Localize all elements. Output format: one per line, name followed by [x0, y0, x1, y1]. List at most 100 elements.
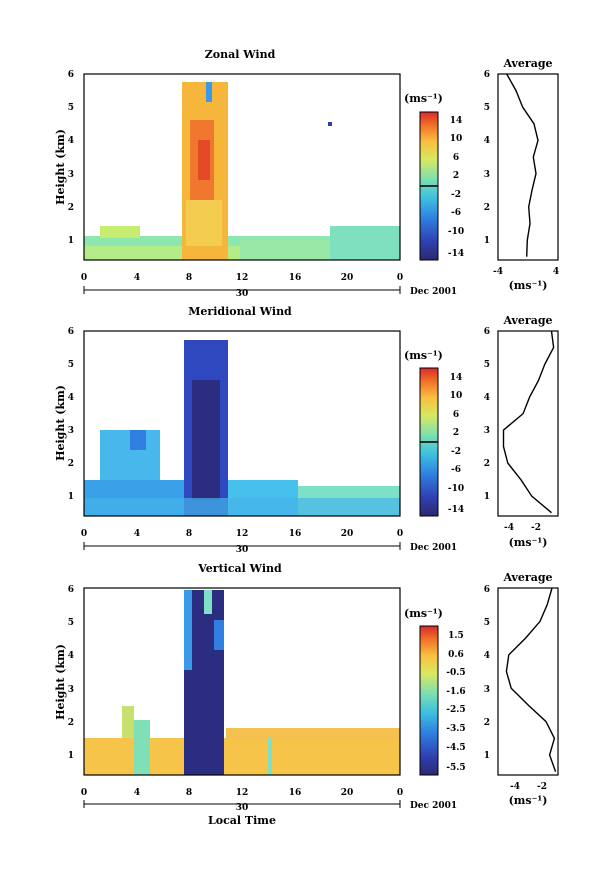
- y-tick-labels-zonal: 1 2 3 4 5 6: [68, 70, 74, 246]
- colorbar-tick: -2: [451, 447, 461, 457]
- y-tick-label: 3: [484, 170, 490, 180]
- day-axis-zonal: 30 Dec 2001: [83, 286, 457, 299]
- y-tick-label: 6: [68, 327, 74, 337]
- average-title: Average: [502, 314, 552, 327]
- y-tick-label: 3: [68, 685, 74, 695]
- y-tick-label: 5: [68, 618, 74, 628]
- colorbar-tick: -1.6: [446, 687, 465, 697]
- panel-title-vertical: Vertical Wind: [197, 562, 282, 575]
- y-tick-label: 6: [68, 70, 74, 80]
- date-label: Dec 2001: [410, 287, 457, 297]
- x-tick-label: 20: [341, 788, 354, 798]
- day-label: 30: [236, 545, 249, 555]
- colorbar-tick: 10: [450, 391, 463, 401]
- x-tick-label: 16: [289, 788, 302, 798]
- colorbar-tick: -4.5: [446, 743, 465, 753]
- y-tick-label: 4: [484, 393, 490, 403]
- average-profile-line-meridional: [502, 330, 555, 514]
- x-tick-label: 16: [289, 529, 302, 539]
- colorbar-tick: 2: [453, 428, 459, 438]
- average-x-tick: 4: [553, 267, 559, 277]
- average-title: Average: [502, 57, 552, 70]
- colorbar-tick: -3.5: [446, 724, 465, 734]
- x-tick-label: 20: [341, 273, 354, 283]
- colorbar-tick: 1.5: [448, 631, 464, 641]
- day-label: 30: [236, 289, 249, 299]
- x-tick-label: 12: [236, 273, 249, 283]
- average-x-tick: -2: [531, 523, 541, 533]
- y-tick-label: 2: [484, 203, 490, 213]
- y-axis-label-zonal: Height (km): [54, 129, 67, 205]
- colorbar-tick: 10: [450, 134, 463, 144]
- panel-vertical: Vertical Wind Height (km) 1 2 3 4 5 6 0 …: [54, 562, 559, 827]
- y-tick-label: 3: [68, 170, 74, 180]
- average-x-label: (ms⁻¹): [509, 794, 548, 807]
- panel-zonal: Zonal Wind Height (km) 1 2 3 4 5 6 0 4: [54, 48, 559, 299]
- average-x-label: (ms⁻¹): [509, 536, 548, 549]
- average-x-tick: -4: [510, 782, 520, 792]
- average-x-tick: -2: [537, 782, 547, 792]
- y-tick-label: 1: [484, 751, 490, 761]
- day-axis-meridional: 30 Dec 2001: [83, 542, 457, 555]
- plot-frame-meridional: [83, 330, 401, 517]
- y-tick-label: 5: [484, 103, 490, 113]
- y-tick-label: 6: [68, 585, 74, 595]
- colorbar-tick: 0.6: [448, 650, 464, 660]
- panel-title-zonal: Zonal Wind: [205, 48, 276, 61]
- heatmap-zonal: [84, 82, 400, 260]
- y-tick-label: 5: [68, 103, 74, 113]
- x-tick-label: 12: [236, 529, 249, 539]
- y-tick-label: 2: [68, 203, 74, 213]
- average-x-tick: -4: [493, 267, 503, 277]
- colorbar-tick: 6: [453, 410, 459, 420]
- colorbar-tick: 14: [450, 116, 463, 126]
- y-tick-label: 1: [484, 492, 490, 502]
- y-tick-label: 1: [68, 236, 74, 246]
- y-tick-label: 1: [68, 492, 74, 502]
- y-tick-label: 5: [68, 360, 74, 370]
- colorbar-tick: -6: [451, 465, 461, 475]
- y-tick-label: 4: [484, 136, 490, 146]
- y-tick-label: 1: [68, 751, 74, 761]
- x-tick-labels-meridional: 0 4 8 12 16 20 0: [81, 529, 403, 539]
- x-tick-label: 4: [134, 273, 140, 283]
- y-tick-label: 4: [68, 393, 74, 403]
- x-tick-labels-zonal: 0 4 8 12 16 20 0: [81, 273, 403, 283]
- colorbar-tick: 6: [453, 153, 459, 163]
- average-profile-line-vertical: [505, 587, 557, 772]
- x-axis-label: Local Time: [208, 814, 276, 827]
- y-tick-label: 2: [484, 459, 490, 469]
- x-tick-label: 20: [341, 529, 354, 539]
- y-tick-labels-vertical: 1 2 3 4 5 6: [68, 585, 74, 761]
- panel-title-meridional: Meridional Wind: [188, 305, 292, 318]
- y-axis-label-vertical: Height (km): [54, 644, 67, 720]
- colorbar-tick: -14: [448, 505, 464, 515]
- average-title: Average: [502, 571, 552, 584]
- colorbar-zonal: (ms⁻¹) 14 10 6 2 -2 -6 -10 -14: [404, 92, 464, 261]
- day-label: 30: [236, 803, 249, 813]
- colorbar-unit: (ms⁻¹): [404, 92, 443, 105]
- y-tick-labels-meridional: 1 2 3 4 5 6: [68, 327, 74, 502]
- colorbar-tick: -0.5: [446, 668, 465, 678]
- y-tick-label: 5: [484, 618, 490, 628]
- x-tick-label: 0: [81, 273, 87, 283]
- colorbar-meridional: (ms⁻¹) 14 10 6 2 -2 -6 -10 -14: [404, 349, 464, 517]
- y-tick-label: 5: [484, 360, 490, 370]
- colorbar-unit: (ms⁻¹): [404, 607, 443, 620]
- colorbar-tick: -6: [451, 208, 461, 218]
- y-tick-label: 6: [484, 70, 490, 80]
- y-tick-label: 3: [484, 685, 490, 695]
- colorbar-tick: 14: [450, 373, 463, 383]
- y-tick-label: 4: [68, 136, 74, 146]
- date-label: Dec 2001: [410, 543, 457, 553]
- plot-frame-zonal: [83, 73, 401, 261]
- y-tick-label: 6: [484, 327, 490, 337]
- x-tick-labels-vertical: 0 4 8 12 16 20 0: [81, 788, 403, 798]
- panel-meridional: Meridional Wind Height (km) 1 2 3 4 5 6 …: [54, 305, 559, 555]
- plot-frame-vertical: [83, 587, 401, 776]
- date-label: Dec 2001: [410, 801, 457, 811]
- colorbar-tick: -10: [448, 484, 464, 494]
- average-x-label: (ms⁻¹): [509, 279, 548, 292]
- y-axis-label-meridional: Height (km): [54, 385, 67, 461]
